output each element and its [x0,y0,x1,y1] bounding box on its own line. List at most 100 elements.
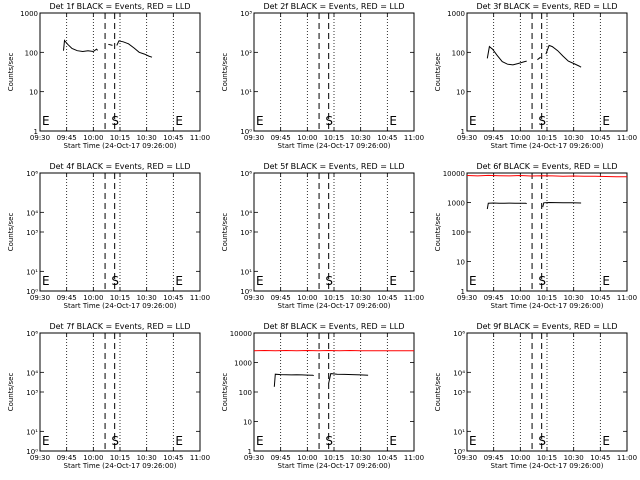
x-axis-label: Start Time (24-Oct-17 09:26:00) [491,302,604,310]
y-tick-label: 10⁴ [26,209,38,217]
interval-marker: E [602,274,610,288]
x-axis-label: Start Time (24-Oct-17 09:26:00) [278,302,391,310]
events-series-line [486,202,527,210]
x-tick-label: 10:30 [351,134,371,142]
interval-marker: E [389,274,397,288]
x-tick-label: 09:45 [57,454,77,462]
x-tick-label: 10:45 [163,294,183,302]
y-tick-label: 1 [461,288,465,296]
interval-marker: S [111,434,119,448]
y-tick-label: 10¹ [240,89,252,97]
y-tick-label: 10 [243,419,252,427]
x-tick-label: 11:00 [190,454,210,462]
x-tick-label: 09:30 [30,454,50,462]
x-tick-label: 09:30 [30,134,50,142]
x-axis-label: Start Time (24-Oct-17 09:26:00) [491,142,604,150]
panel-7: Det 7f BLACK = Events, RED = LLD 09:30 09:… [7,322,210,470]
y-tick-label: 10⁶ [26,330,38,338]
interval-marker: E [469,274,477,288]
x-tick-label: 10:45 [163,454,183,462]
y-tick-label: 10⁰ [26,448,38,456]
x-tick-label: 10:15 [324,454,344,462]
x-axis-label: Start Time (24-Oct-17 09:26:00) [64,302,177,310]
x-tick-label: 10:00 [83,134,103,142]
y-tick-label: 10¹ [26,268,38,276]
y-tick-label: 100 [452,49,465,57]
panel-1: Det 1f BLACK = Events, RED = LLD 09:30 09:… [7,2,210,150]
y-axis-label: Counts/sec [434,373,442,412]
interval-marker: E [602,114,610,128]
y-axis-label: Counts/sec [434,213,442,252]
y-tick-label: 10³ [240,229,252,237]
interval-marker: E [42,114,50,128]
panel-9: Det 9f BLACK = Events, RED = LLD 09:30 09:… [434,322,637,470]
interval-marker: S [111,114,119,128]
x-tick-label: 10:45 [377,294,397,302]
x-tick-label: 11:00 [190,294,210,302]
interval-marker: S [325,434,333,448]
events-series-line [537,56,541,61]
x-tick-label: 10:15 [537,134,557,142]
interval-marker: S [111,274,119,288]
y-tick-label: 10³ [240,10,252,18]
x-tick-label: 10:45 [377,454,397,462]
y-tick-label: 10⁴ [453,369,465,377]
x-tick-label: 11:00 [617,454,637,462]
events-series-line [328,373,369,384]
y-tick-label: 10⁴ [26,369,38,377]
y-tick-label: 1000 [447,10,465,18]
y-tick-label: 10¹ [26,428,38,436]
panel-6: Det 6f BLACK = Events, RED = LLD 09:30 09:… [434,162,637,310]
y-tick-label: 10 [456,259,465,267]
x-tick-label: 10:15 [537,294,557,302]
interval-marker: E [42,274,50,288]
interval-marker: S [538,114,546,128]
y-axis-label: Counts/sec [221,213,229,252]
x-tick-label: 10:00 [510,294,530,302]
x-tick-label: 10:30 [351,294,371,302]
x-tick-label: 10:00 [83,294,103,302]
y-tick-label: 10⁶ [26,170,38,178]
x-tick-label: 09:45 [271,294,291,302]
y-axis-label: Counts/sec [7,213,15,252]
y-tick-label: 10⁰ [453,448,465,456]
y-tick-label: 100 [452,229,465,237]
y-tick-label: 10² [240,49,252,57]
interval-marker: S [325,274,333,288]
interval-marker: E [175,274,183,288]
x-tick-label: 09:30 [244,454,264,462]
x-tick-label: 09:45 [271,134,291,142]
y-tick-label: 1000 [447,200,465,208]
x-tick-label: 10:00 [510,134,530,142]
events-series-line [63,39,98,53]
x-axis-label: Start Time (24-Oct-17 09:26:00) [64,142,177,150]
y-tick-label: 10¹ [453,428,465,436]
x-tick-label: 09:30 [30,294,50,302]
x-tick-label: 10:00 [297,454,317,462]
interval-marker: E [389,114,397,128]
y-axis-label: Counts/sec [7,373,15,412]
x-tick-label: 09:30 [457,294,477,302]
x-tick-label: 09:45 [484,134,504,142]
panel-title: Det 9f BLACK = Events, RED = LLD [476,322,617,331]
x-tick-label: 11:00 [404,294,424,302]
x-tick-label: 10:45 [590,134,610,142]
x-tick-label: 10:45 [377,134,397,142]
interval-marker: E [389,434,397,448]
y-tick-label: 10⁰ [240,128,252,136]
x-axis-label: Start Time (24-Oct-17 09:26:00) [278,142,391,150]
events-series-line [273,373,314,387]
panel-2: Det 2f BLACK = Events, RED = LLD 09:30 09:… [221,2,424,150]
y-tick-label: 100 [239,389,252,397]
y-axis-label: Counts/sec [221,53,229,92]
y-tick-label: 10⁰ [26,288,38,296]
y-tick-label: 1 [248,448,252,456]
y-tick-label: 100 [25,49,38,57]
y-tick-label: 10 [29,89,38,97]
y-tick-label: 1 [461,128,465,136]
x-tick-label: 10:15 [537,454,557,462]
x-tick-label: 10:15 [110,294,130,302]
panel-8: Det 8f BLACK = Events, RED = LLD 09:30 09:… [221,322,424,470]
interval-marker: S [538,274,546,288]
y-tick-label: 1 [34,128,38,136]
